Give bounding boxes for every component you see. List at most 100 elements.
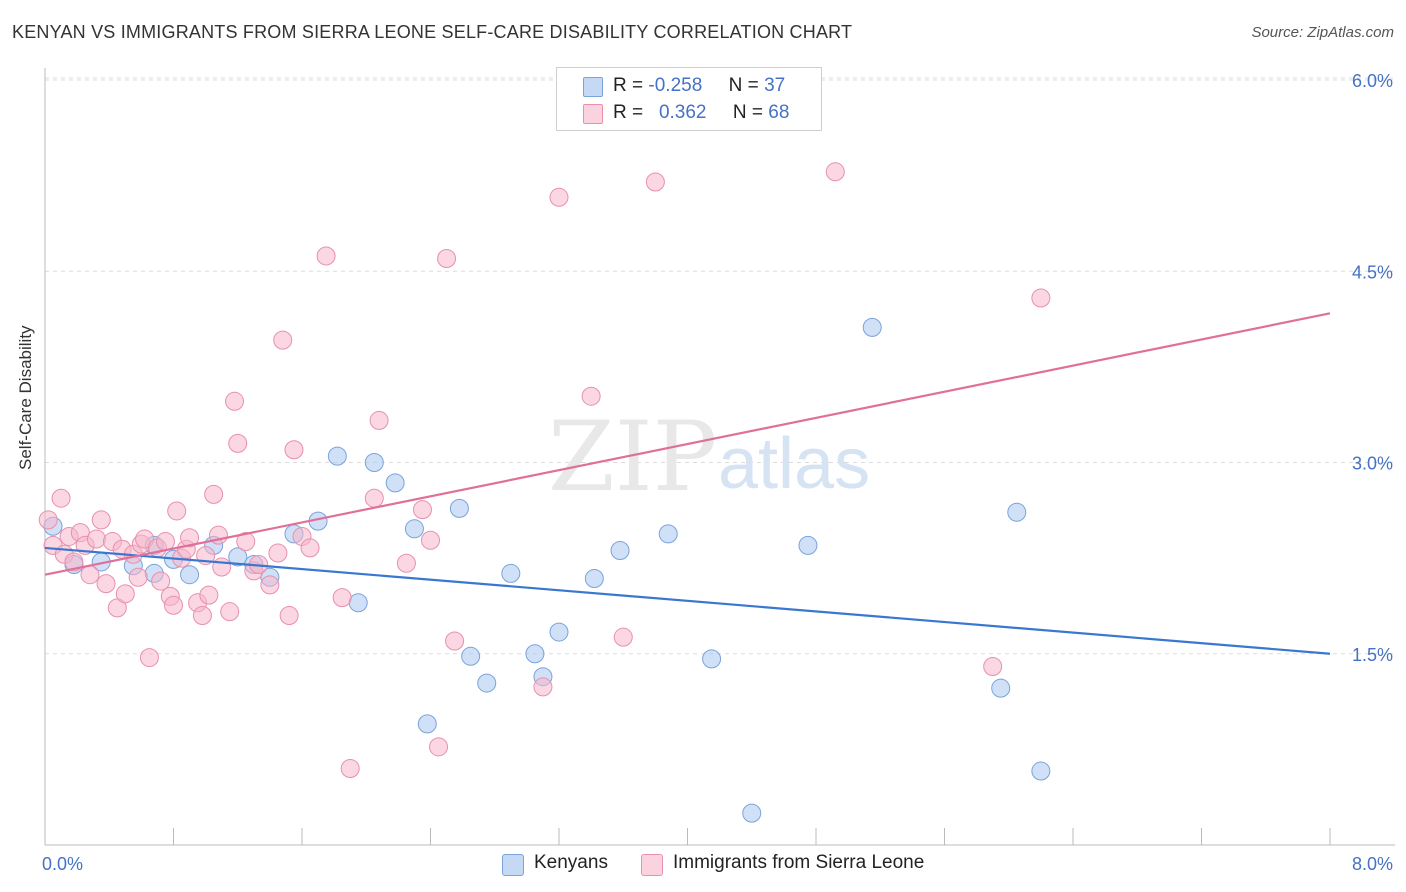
point-sierra-leone [279, 606, 299, 625]
r-value-kenyans: -0.258 [648, 75, 703, 96]
point-sierra-leone [164, 595, 183, 615]
point-kenyans [702, 649, 722, 669]
point-kenyans [610, 540, 630, 560]
point-sierra-leone [645, 172, 665, 192]
point-sierra-leone [180, 528, 200, 548]
point-sierra-leone [412, 500, 432, 520]
r-label: R = [613, 102, 644, 123]
point-kenyans [584, 569, 604, 589]
tick-labels: 1.5% 3.0% 4.5% 6.0% 0.0% 8.0% [42, 71, 1393, 874]
point-kenyans [1031, 761, 1051, 781]
point-kenyans [180, 565, 200, 585]
axes [44, 68, 1395, 846]
legend-swatch-kenyans [583, 77, 603, 97]
legend-swatch-kenyans [502, 854, 524, 876]
point-kenyans [449, 498, 469, 518]
point-kenyans [501, 563, 521, 583]
point-sierra-leone [340, 759, 360, 778]
point-sierra-leone [260, 575, 280, 595]
point-sierra-leone [421, 530, 440, 550]
n-value-kenyans: 37 [764, 75, 786, 96]
point-sierra-leone [51, 488, 71, 508]
points [38, 162, 1051, 823]
point-sierra-leone [273, 330, 293, 350]
point-sierra-leone [284, 440, 304, 460]
point-sierra-leone [96, 574, 116, 594]
point-sierra-leone [983, 657, 1003, 676]
point-sierra-leone [212, 557, 232, 577]
point-kenyans [348, 593, 368, 613]
point-sierra-leone [825, 162, 845, 182]
stats-legend: R = -0.258 N = 37 R = 0.362 N = 68 [556, 67, 822, 131]
point-kenyans [417, 714, 437, 734]
point-sierra-leone [204, 484, 224, 504]
point-sierra-leone [151, 571, 171, 591]
point-kenyans [525, 644, 545, 664]
point-sierra-leone [581, 386, 601, 406]
trendlines [44, 312, 1331, 655]
point-sierra-leone [533, 677, 553, 697]
point-kenyans [798, 535, 818, 555]
point-kenyans [364, 453, 384, 472]
point-sierra-leone [128, 567, 148, 587]
watermark-atlas: atlas [718, 424, 870, 504]
y-tick-label: 1.5% [1352, 645, 1393, 665]
point-sierra-leone [429, 737, 449, 757]
n-label: N = [728, 75, 759, 96]
point-sierra-leone [86, 529, 106, 549]
point-sierra-leone [396, 553, 416, 573]
legend-label-sierra-leone: Immigrants from Sierra Leone [673, 852, 925, 873]
trendline-kenyans [44, 546, 1331, 655]
y-tick-label: 4.5% [1352, 262, 1393, 282]
point-kenyans [1007, 502, 1027, 522]
point-sierra-leone [268, 543, 288, 563]
chart-title: KENYAN VS IMMIGRANTS FROM SIERRA LEONE S… [12, 22, 853, 42]
legend-swatch-sierra-leone [583, 104, 603, 124]
point-sierra-leone [225, 391, 245, 411]
point-sierra-leone [332, 588, 352, 608]
point-sierra-leone [1031, 288, 1051, 308]
x-tick-label: 0.0% [42, 854, 83, 874]
point-sierra-leone [38, 510, 58, 530]
point-sierra-leone [300, 538, 320, 558]
watermark: ZIP atlas [548, 401, 870, 513]
x-tick-label: 8.0% [1352, 854, 1393, 874]
legend-swatch-sierra-leone [641, 854, 663, 876]
point-sierra-leone [115, 584, 135, 604]
point-sierra-leone [80, 565, 100, 585]
point-sierra-leone [64, 552, 84, 572]
point-sierra-leone [369, 410, 389, 430]
point-sierra-leone [91, 510, 111, 530]
y-axis-label: Self-Care Disability [16, 325, 35, 470]
point-kenyans [549, 622, 569, 642]
point-kenyans [228, 547, 248, 567]
point-kenyans [385, 473, 405, 493]
point-sierra-leone [236, 532, 256, 552]
point-kenyans [658, 524, 678, 544]
point-sierra-leone [549, 187, 569, 207]
point-sierra-leone [139, 648, 159, 668]
n-value-sierra-leone: 68 [768, 102, 790, 123]
point-kenyans [991, 678, 1011, 698]
point-sierra-leone [316, 246, 336, 266]
point-sierra-leone [192, 606, 212, 625]
point-kenyans [327, 446, 347, 466]
y-tick-label: 3.0% [1352, 454, 1393, 474]
point-kenyans [477, 673, 497, 693]
r-label: R = [613, 75, 644, 96]
point-sierra-leone [437, 249, 457, 268]
y-tick-label: 6.0% [1352, 71, 1393, 91]
point-kenyans [742, 803, 762, 823]
source-label: Source: ZipAtlas.com [1251, 24, 1394, 41]
point-sierra-leone [228, 433, 248, 453]
point-sierra-leone [364, 488, 384, 508]
point-sierra-leone [199, 585, 219, 605]
r-value-sierra-leone: 0.362 [658, 102, 707, 123]
point-sierra-leone [167, 501, 187, 521]
watermark-zip: ZIP [548, 401, 717, 513]
point-kenyans [404, 519, 424, 539]
point-sierra-leone [445, 631, 465, 651]
point-kenyans [862, 317, 882, 337]
n-label: N = [732, 102, 764, 123]
